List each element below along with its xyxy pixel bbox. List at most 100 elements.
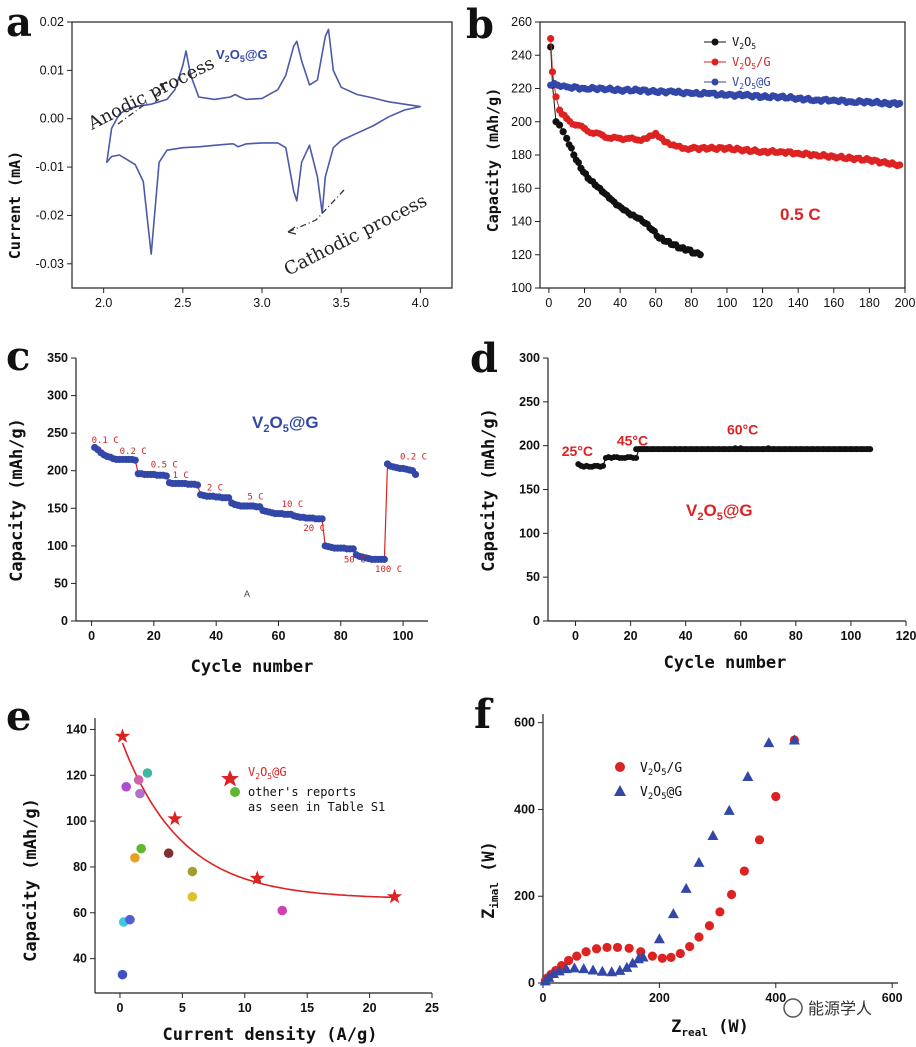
f-xtick-label: 0 <box>540 991 547 1005</box>
b-series-point <box>604 134 612 142</box>
f-red-point <box>666 952 676 963</box>
b-series-point <box>582 170 590 178</box>
e-star-point <box>249 870 265 885</box>
a-cathodic-arrowhead <box>287 226 297 235</box>
b-series-point <box>587 129 594 137</box>
b-xtick-label: 140 <box>788 296 809 310</box>
b-series-point <box>555 121 564 129</box>
b-series-point <box>676 142 683 150</box>
b-series-point <box>649 132 657 139</box>
b-series-point <box>845 153 853 161</box>
a-xtick-label: 2.5 <box>174 296 191 310</box>
c-note: A <box>244 589 250 599</box>
b-series-point <box>548 68 557 76</box>
e-star-point <box>386 888 403 904</box>
b-series-point <box>774 149 782 156</box>
e-ytick-label: 100 <box>66 814 87 828</box>
c-point <box>162 472 170 480</box>
c-point <box>225 494 233 502</box>
d-point <box>600 462 607 469</box>
a-ytick-label: 0.00 <box>40 112 64 126</box>
a-xtick-label: 2.0 <box>95 296 112 310</box>
watermark-text: 能源学人 <box>808 999 872 1018</box>
c-rate-label: 100 C <box>375 565 402 575</box>
f-red-point <box>572 951 582 961</box>
d-xtick-label: 60 <box>734 629 748 643</box>
f-xtick-label: 200 <box>649 991 670 1005</box>
d-xlabel: Cycle number <box>664 653 787 673</box>
b-series-point <box>596 84 604 92</box>
a-ytick-label: 0.02 <box>40 15 64 29</box>
panel-a-cv-curve: 2.0 2.5 3.0 3.5 4.0 0.02 0.01 0.00 -0.01 -0.02 -0.… <box>36 15 453 310</box>
f-ytick-label: 0 <box>528 976 535 990</box>
c-ytick-label: 50 <box>54 576 68 590</box>
c-ytick-label: 100 <box>47 539 68 553</box>
b-series-point <box>575 159 582 166</box>
e-legend-sphere-icon <box>230 787 240 797</box>
c-ylabel: Capacity (mAh/g) <box>7 418 27 582</box>
f-blue-point <box>653 933 665 944</box>
b-series-point <box>721 91 728 99</box>
b-legend-marker-1 <box>711 38 719 46</box>
panel-label-d: d <box>470 335 498 382</box>
f-red-point <box>564 955 574 966</box>
d-point <box>633 454 640 461</box>
panel-label-e: e <box>6 693 31 740</box>
c-ytick-label: 250 <box>47 426 68 440</box>
f-blue-point <box>742 770 754 781</box>
b-series-point <box>578 122 585 130</box>
b-xtick-label: 60 <box>649 296 663 310</box>
f-red-point <box>647 951 658 961</box>
panel-d-temperature: 0 20 40 60 80 100 120 0 50 100 150 200 250 300 25°C 45°… <box>519 351 916 643</box>
c-ytick-label: 200 <box>47 464 68 478</box>
b-series-point <box>560 82 568 90</box>
panel-b-cycling: 0 20 40 60 80 100 120 140 160 180 200 100 120 140 160 1… <box>511 15 915 310</box>
f-red-point <box>754 835 765 845</box>
f-red-point <box>704 921 715 931</box>
f-red-point <box>591 944 602 954</box>
a-xtick-label: 3.5 <box>332 296 349 310</box>
b-series-point <box>893 162 901 170</box>
d-temp-label: 60°C <box>727 421 758 437</box>
c-point <box>131 456 139 464</box>
c-rate-label: 0.2 C <box>400 452 427 462</box>
b-series-point <box>694 249 701 257</box>
c-point <box>380 555 388 563</box>
f-blue-point <box>667 908 679 919</box>
b-series-point <box>827 152 835 160</box>
f-ytick-label: 200 <box>514 889 535 903</box>
svg-text:V2O5@G: V2O5@G <box>216 47 268 64</box>
b-series-point <box>660 237 668 245</box>
svg-text:V2O5@G: V2O5@G <box>252 413 319 435</box>
b-legend-1: V2O5 <box>732 35 756 51</box>
f-blue-point <box>763 737 775 748</box>
b-series-point <box>756 94 764 102</box>
panel-label-b: b <box>466 1 494 48</box>
b-series-point <box>667 141 674 149</box>
svg-text:Zreal (W): Zreal (W) <box>671 1017 749 1039</box>
a-anodic-arrowhead <box>159 82 168 91</box>
b-series-point <box>863 155 871 162</box>
f-blue-point <box>568 962 580 973</box>
svg-text:V2O5@G: V2O5@G <box>686 501 753 523</box>
e-ylabel: Capacity (mAh/g) <box>21 798 41 962</box>
e-report-point <box>187 866 198 877</box>
c-xtick-label: 20 <box>147 629 161 643</box>
d-ytick-label: 100 <box>519 526 540 540</box>
b-series-point <box>568 144 575 152</box>
b-legend-marker-3 <box>711 78 719 86</box>
b-series-point <box>774 94 782 102</box>
a-ytick-label: -0.02 <box>36 208 65 222</box>
e-xtick-label: 25 <box>425 1001 439 1015</box>
b-series-point <box>596 184 604 192</box>
b-series-point <box>792 149 800 157</box>
b-xtick-label: 20 <box>578 296 592 310</box>
c-ytick-label: 350 <box>47 351 68 365</box>
b-series-point <box>827 97 835 104</box>
d-ytick-label: 50 <box>526 570 540 584</box>
b-series-point <box>658 134 666 142</box>
e-report-point <box>133 775 144 785</box>
e-report-point <box>135 788 145 799</box>
c-rate-label: 5 C <box>247 492 263 502</box>
d-point <box>866 446 873 453</box>
